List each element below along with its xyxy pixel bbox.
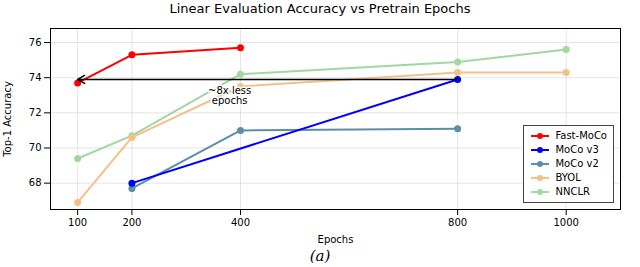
html-text:Linear Evaluation Accuracy vs: Linear Evaluation Accuracy vs Pretrain E… [169,1,471,16]
svg-text:72: 72 [29,107,42,118]
svg-text:Epochs: Epochs [318,234,354,245]
svg-text:1000: 1000 [553,217,578,228]
svg-text:~8x lessepochs: ~8x lessepochs [208,85,251,106]
svg-text:400: 400 [231,217,250,228]
svg-text:800: 800 [448,217,467,228]
html-text:MoCo v2: MoCo v2 [555,158,599,169]
html-text:Fast-MoCo: Fast-MoCo [555,130,607,141]
svg-text:74: 74 [29,72,42,83]
html-text:(a): (a) [309,247,331,265]
html-text:BYOL: BYOL [555,172,581,183]
html-text:NNCLR: NNCLR [555,186,590,197]
html-text:MoCo v3: MoCo v3 [555,144,599,155]
svg-text:Top-1 Accuracy: Top-1 Accuracy [2,81,13,158]
svg-text:76: 76 [29,37,42,48]
svg-text:100: 100 [68,217,87,228]
svg-text:70: 70 [29,142,42,153]
svg-text:200: 200 [122,217,141,228]
svg-text:68: 68 [29,177,42,188]
